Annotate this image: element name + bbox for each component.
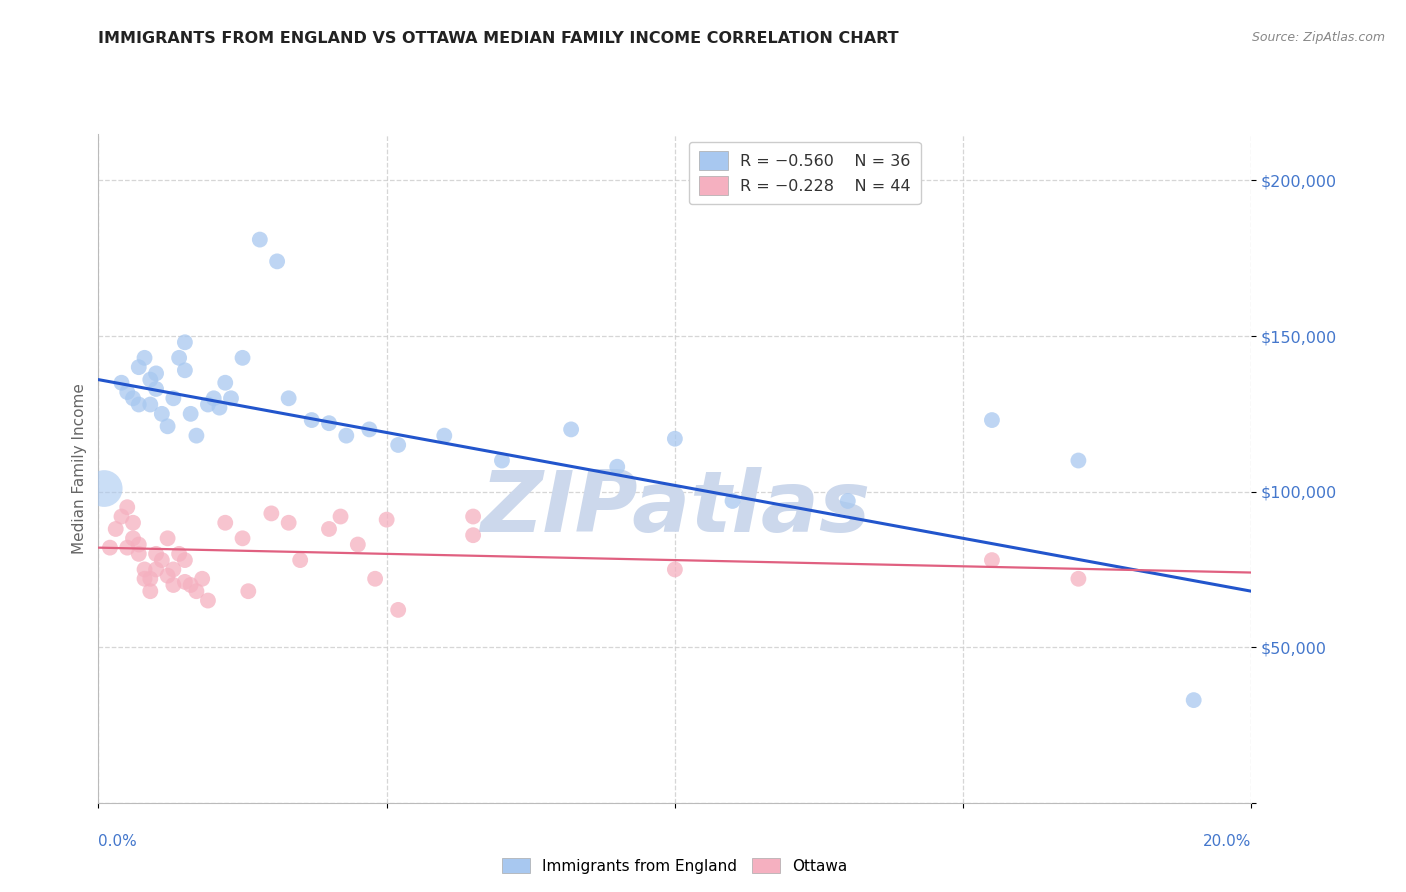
Point	[134, 562, 156, 576]
Point	[197, 593, 219, 607]
Point	[122, 531, 145, 545]
Point	[359, 422, 381, 436]
Point	[277, 392, 299, 406]
Point	[156, 568, 179, 582]
Point	[128, 547, 150, 561]
Point	[219, 392, 242, 406]
Point	[128, 360, 150, 375]
Point	[318, 522, 340, 536]
Point	[461, 528, 484, 542]
Point	[560, 422, 582, 436]
Y-axis label: Median Family Income: Median Family Income	[72, 383, 87, 554]
Point	[266, 254, 288, 268]
Point	[117, 500, 138, 515]
Point	[117, 385, 138, 400]
Point	[664, 562, 686, 576]
Point	[231, 351, 254, 365]
Point	[139, 373, 162, 387]
Point	[186, 584, 208, 599]
Point	[191, 572, 214, 586]
Point	[664, 432, 686, 446]
Point	[180, 578, 202, 592]
Point	[122, 516, 145, 530]
Point	[329, 509, 352, 524]
Point	[150, 553, 173, 567]
Point	[98, 541, 121, 555]
Point	[139, 572, 162, 586]
Text: Source: ZipAtlas.com: Source: ZipAtlas.com	[1251, 31, 1385, 45]
Point	[364, 572, 387, 586]
Point	[197, 397, 219, 411]
Point	[606, 459, 628, 474]
Text: IMMIGRANTS FROM ENGLAND VS OTTAWA MEDIAN FAMILY INCOME CORRELATION CHART: IMMIGRANTS FROM ENGLAND VS OTTAWA MEDIAN…	[98, 31, 898, 46]
Point	[202, 392, 225, 406]
Point	[145, 547, 167, 561]
Point	[1067, 572, 1090, 586]
Point	[150, 407, 173, 421]
Point	[981, 413, 1004, 427]
Point	[117, 541, 138, 555]
Point	[174, 553, 197, 567]
Point	[110, 509, 132, 524]
Point	[167, 547, 190, 561]
Point	[93, 482, 115, 496]
Point	[122, 392, 145, 406]
Point	[139, 584, 162, 599]
Point	[249, 233, 271, 247]
Point	[318, 416, 340, 430]
Text: ZIPatlas: ZIPatlas	[479, 467, 870, 550]
Point	[128, 537, 150, 551]
Point	[290, 553, 312, 567]
Legend: Immigrants from England, Ottawa: Immigrants from England, Ottawa	[496, 852, 853, 880]
Point	[277, 516, 299, 530]
Point	[491, 453, 513, 467]
Text: 20.0%: 20.0%	[1204, 834, 1251, 849]
Point	[162, 392, 184, 406]
Point	[260, 507, 283, 521]
Point	[721, 494, 744, 508]
Point	[231, 531, 254, 545]
Point	[1067, 453, 1090, 467]
Point	[167, 351, 190, 365]
Point	[104, 522, 127, 536]
Point	[433, 428, 456, 442]
Point	[134, 572, 156, 586]
Point	[375, 513, 398, 527]
Point	[156, 419, 179, 434]
Point	[145, 382, 167, 396]
Point	[186, 428, 208, 442]
Point	[145, 562, 167, 576]
Point	[214, 516, 236, 530]
Point	[214, 376, 236, 390]
Point	[145, 367, 167, 381]
Point	[981, 553, 1004, 567]
Point	[128, 397, 150, 411]
Point	[156, 531, 179, 545]
Point	[162, 562, 184, 576]
Point	[174, 335, 197, 350]
Point	[180, 407, 202, 421]
Point	[387, 603, 409, 617]
Point	[387, 438, 409, 452]
Point	[110, 376, 132, 390]
Point	[174, 363, 197, 377]
Point	[208, 401, 231, 415]
Point	[162, 578, 184, 592]
Point	[346, 537, 368, 551]
Point	[301, 413, 323, 427]
Point	[238, 584, 260, 599]
Point	[837, 494, 859, 508]
Point	[1182, 693, 1205, 707]
Point	[335, 428, 357, 442]
Point	[134, 351, 156, 365]
Point	[139, 397, 162, 411]
Point	[174, 574, 197, 589]
Point	[461, 509, 484, 524]
Text: 0.0%: 0.0%	[98, 834, 138, 849]
Legend: R = −0.560    N = 36, R = −0.228    N = 44: R = −0.560 N = 36, R = −0.228 N = 44	[689, 142, 921, 204]
